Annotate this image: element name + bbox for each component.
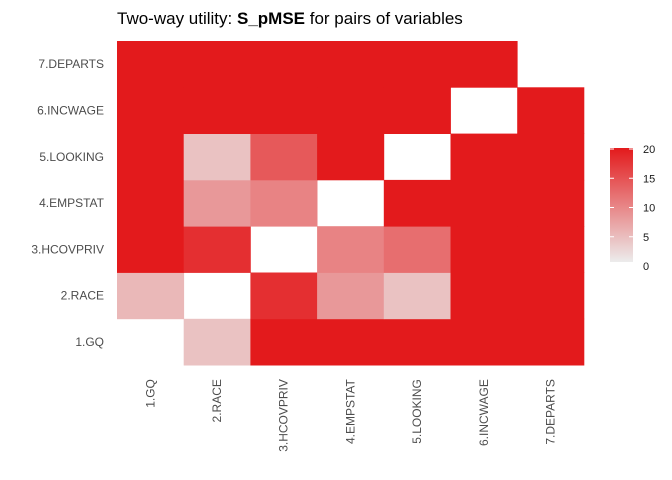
heatmap-cell-7.DEPARTS-5.LOOKING — [383, 41, 451, 88]
heatmap-cell-3.HCOVPRIV-7.DEPARTS — [517, 226, 585, 273]
legend-tick-label: 0 — [643, 261, 649, 273]
heatmap-cell-3.HCOVPRIV-5.LOOKING — [383, 226, 451, 273]
heatmap-cell-1.GQ-4.EMPSTAT — [317, 318, 385, 366]
heatmap-cell-3.HCOVPRIV-2.RACE — [183, 226, 251, 273]
heatmap-cell-6.INCWAGE-3.HCOVPRIV — [250, 87, 318, 134]
heatmap-cell-4.EMPSTAT-6.INCWAGE — [450, 179, 518, 227]
heatmap-cell-2.RACE-5.LOOKING — [383, 272, 451, 320]
heatmap-cell-4.EMPSTAT-2.RACE — [183, 179, 251, 227]
y-axis-tick-labels: 1.GQ 2.RACE 3.HCOVPRIV 4.EMPSTAT 5.LOOKING 6.… — [31, 57, 104, 349]
heatmap-cell-4.EMPSTAT-3.HCOVPRIV — [250, 179, 318, 227]
legend-tick-label: 10 — [643, 203, 655, 215]
legend-colorbar — [610, 148, 633, 262]
x-tick-label: 4.EMPSTAT — [343, 378, 357, 444]
heatmap-cell-4.EMPSTAT-1.GQ — [117, 179, 185, 227]
x-tick-label: 6.INCWAGE — [477, 379, 491, 446]
heatmap-cell-7.DEPARTS-2.RACE — [183, 41, 251, 88]
heatmap-cell-7.DEPARTS-6.INCWAGE — [450, 41, 518, 88]
heatmap-cell-2.RACE-3.HCOVPRIV — [250, 272, 318, 320]
y-tick-label: 2.RACE — [61, 289, 104, 303]
y-tick-label: 4.EMPSTAT — [39, 196, 105, 210]
heatmap-cell-5.LOOKING-7.DEPARTS — [517, 133, 585, 181]
chart-title-prefix: Two-way utility: — [117, 9, 237, 28]
heatmap-cell-7.DEPARTS-4.EMPSTAT — [317, 41, 385, 88]
heatmap-cell-5.LOOKING-1.GQ — [117, 133, 185, 181]
heatmap-cell-5.LOOKING-4.EMPSTAT — [317, 133, 385, 181]
heatmap-cell-3.HCOVPRIV-4.EMPSTAT — [317, 226, 385, 273]
chart-title: Two-way utility: S_pMSE for pairs of var… — [117, 9, 463, 28]
x-tick-label: 3.HCOVPRIV — [277, 379, 291, 452]
x-tick-label: 1.GQ — [143, 379, 157, 408]
heatmap-cell-2.RACE-7.DEPARTS — [517, 272, 585, 320]
heatmap-cell-7.DEPARTS-1.GQ — [117, 41, 185, 88]
legend-tick-label: 20 — [643, 144, 655, 156]
x-tick-label: 5.LOOKING — [410, 379, 424, 444]
chart-title-bold: S_pMSE — [237, 9, 305, 28]
heatmap-cell-4.EMPSTAT-7.DEPARTS — [517, 179, 585, 227]
heatmap-cell-1.GQ-6.INCWAGE — [450, 318, 518, 366]
heatmap-cell-5.LOOKING-2.RACE — [183, 133, 251, 181]
y-tick-label: 1.GQ — [75, 335, 104, 349]
heatmap-cell-6.INCWAGE-4.EMPSTAT — [317, 87, 385, 134]
heatmap-cell-5.LOOKING-3.HCOVPRIV — [250, 133, 318, 181]
heatmap-cell-6.INCWAGE-5.LOOKING — [383, 87, 451, 134]
x-tick-label: 7.DEPARTS — [544, 379, 558, 445]
heatmap-cell-3.HCOVPRIV-1.GQ — [117, 226, 185, 273]
x-axis-tick-labels: 1.GQ 2.RACE 3.HCOVPRIV 4.EMPSTAT 5.LOOKING 6.… — [143, 378, 557, 451]
heatmap-cell-2.RACE-6.INCWAGE — [450, 272, 518, 320]
y-tick-label: 3.HCOVPRIV — [31, 242, 104, 256]
heatmap-cell-5.LOOKING-6.INCWAGE — [450, 133, 518, 181]
y-tick-label: 7.DEPARTS — [38, 57, 104, 71]
color-legend: 0 5 10 15 20 — [610, 144, 655, 273]
heatmap-cell-7.DEPARTS-3.HCOVPRIV — [250, 41, 318, 88]
x-tick-label: 2.RACE — [210, 379, 224, 422]
heatmap-cell-1.GQ-5.LOOKING — [383, 318, 451, 366]
legend-tick-label: 5 — [643, 232, 649, 244]
legend-tick-label: 15 — [643, 173, 655, 185]
y-tick-label: 6.INCWAGE — [37, 103, 104, 117]
heatmap-cell-1.GQ-7.DEPARTS — [517, 318, 585, 366]
heatmap-cell-1.GQ-2.RACE — [183, 318, 251, 366]
chart-title-suffix: for pairs of variables — [305, 9, 463, 28]
heatmap-cell-6.INCWAGE-2.RACE — [183, 87, 251, 134]
heatmap-cell-3.HCOVPRIV-6.INCWAGE — [450, 226, 518, 273]
heatmap-cells — [117, 41, 585, 366]
heatmap-cell-1.GQ-3.HCOVPRIV — [250, 318, 318, 366]
heatmap-cell-4.EMPSTAT-5.LOOKING — [383, 179, 451, 227]
heatmap-cell-6.INCWAGE-7.DEPARTS — [517, 87, 585, 134]
heatmap-cell-6.INCWAGE-1.GQ — [117, 87, 185, 134]
y-tick-label: 5.LOOKING — [39, 150, 104, 164]
heatmap-cell-2.RACE-1.GQ — [117, 272, 185, 320]
heatmap-cell-2.RACE-4.EMPSTAT — [317, 272, 385, 320]
